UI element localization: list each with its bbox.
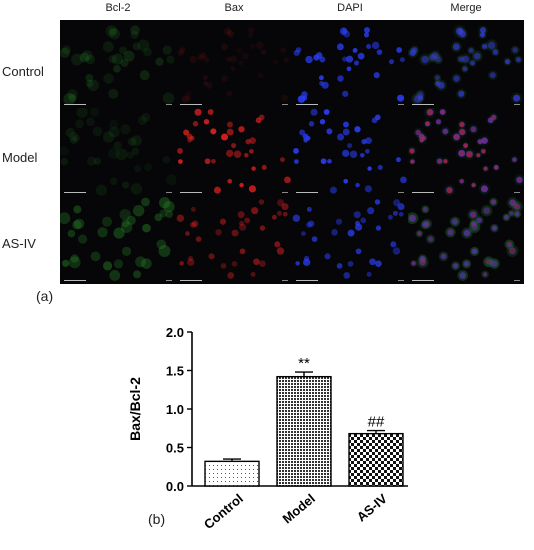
scale-mark <box>282 280 288 281</box>
micrograph-control-merge <box>408 20 524 108</box>
scale-bar <box>180 104 202 105</box>
scale-bar <box>64 104 86 105</box>
bar-model <box>276 375 332 487</box>
bar-control <box>204 460 260 487</box>
micrograph-model-bcl2 <box>60 108 176 196</box>
micrograph-asiv-merge <box>408 196 524 284</box>
figure-tag-a: (a) <box>36 288 54 304</box>
row-label-model: Model <box>2 150 38 165</box>
scale-bar <box>180 280 202 281</box>
bar-as-iv <box>348 432 404 487</box>
y-tick-label: 0.5 <box>166 441 184 456</box>
column-label-bax: Bax <box>224 2 244 14</box>
figure-tag-b: (b) <box>148 511 166 527</box>
y-tick-label: 2.0 <box>166 325 184 340</box>
category-label: AS-IV <box>354 491 390 525</box>
y-axis-label: Bax/Bcl-2 <box>127 377 143 441</box>
scale-bar <box>412 280 434 281</box>
scale-mark <box>398 104 404 105</box>
y-tick-label: 1.5 <box>166 364 184 379</box>
scale-mark <box>166 192 172 193</box>
bar-chart: Bax/Bcl-2 0.0 0.5 1.0 1.5 2.0 Control ** Model ##… <box>127 325 408 532</box>
micrograph-asiv-dapi <box>292 196 408 284</box>
scale-mark <box>166 104 172 105</box>
scale-bar <box>412 192 434 193</box>
column-label-dapi: DAPI <box>337 2 363 14</box>
scale-mark <box>166 280 172 281</box>
scale-mark <box>398 280 404 281</box>
scale-bar <box>180 192 202 193</box>
micrograph-asiv-bax <box>176 196 292 284</box>
category-label: Control <box>201 491 246 532</box>
column-label-merge: Merge <box>450 2 482 14</box>
y-tick-label: 1.0 <box>166 402 184 417</box>
category-label: Model <box>280 491 318 527</box>
scale-bar <box>412 104 434 105</box>
micrograph-control-dapi <box>292 20 408 108</box>
y-tick-label: 0.0 <box>166 479 184 494</box>
scale-mark <box>282 104 288 105</box>
scale-bar <box>64 280 86 281</box>
scale-bar <box>296 192 318 193</box>
row-label-control: Control <box>2 64 44 79</box>
micrograph-asiv-bcl2 <box>60 196 176 284</box>
column-label-bcl2: Bcl-2 <box>105 2 131 14</box>
scale-mark <box>514 280 520 281</box>
micrograph-control-bcl2 <box>60 20 176 108</box>
micrograph-control-bax <box>176 20 292 108</box>
row-label-asiv: AS-IV <box>2 236 36 251</box>
significance-marker: ** <box>298 355 310 372</box>
scale-bar <box>296 104 318 105</box>
scale-mark <box>514 192 520 193</box>
scale-mark <box>398 192 404 193</box>
scale-bar <box>64 192 86 193</box>
significance-marker: ## <box>368 414 385 431</box>
scale-mark <box>282 192 288 193</box>
scale-bar <box>296 280 318 281</box>
micrograph-model-dapi <box>292 108 408 196</box>
scale-mark <box>514 104 520 105</box>
micrograph-model-merge <box>408 108 524 196</box>
micrograph-model-bax <box>176 108 292 196</box>
